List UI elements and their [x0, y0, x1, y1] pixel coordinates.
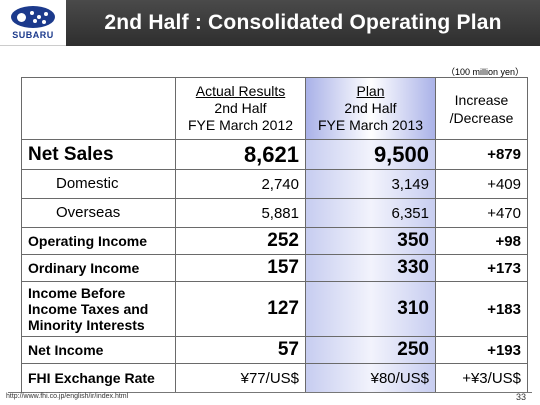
plan-column-header: Plan 2nd Half FYE March 2013 [305, 77, 436, 140]
actual-value: 127 [175, 281, 306, 337]
plan-value: 350 [305, 227, 436, 255]
corner-cell [21, 77, 176, 140]
actual-value: ¥77/US$ [175, 363, 306, 393]
title-bar: 2nd Half : Consolidated Operating Plan [66, 0, 540, 46]
plan-value: 9,500 [305, 139, 436, 170]
change-value: +173 [435, 254, 528, 282]
table-row: Overseas 5,881 6,351 +470 [21, 198, 528, 228]
row-label: Net Sales [21, 139, 176, 170]
pleiades-star-icon [11, 5, 55, 28]
row-label: FHI Exchange Rate [21, 363, 176, 393]
change-value: +409 [435, 169, 528, 199]
actual-value: 157 [175, 254, 306, 282]
change-value: +¥3/US$ [435, 363, 528, 393]
increase-column-header: Increase /Decrease [435, 77, 528, 140]
plan-value: ¥80/US$ [305, 363, 436, 393]
table-row: Net Sales 8,621 9,500 +879 [21, 139, 528, 170]
plan-value: 310 [305, 281, 436, 337]
actual-value: 2,740 [175, 169, 306, 199]
actual-value: 8,621 [175, 139, 306, 170]
subaru-logo: SUBARU [0, 0, 66, 46]
row-label: Ordinary Income [21, 254, 176, 282]
row-label: Operating Income [21, 227, 176, 255]
table-row: Operating Income 252 350 +98 [21, 227, 528, 255]
row-label: Income Before Income Taxes and Minority … [21, 281, 176, 337]
table-row: Income Before Income Taxes and Minority … [21, 281, 528, 337]
change-value: +98 [435, 227, 528, 255]
footer-url[interactable]: http://www.fhi.co.jp/english/ir/index.ht… [6, 393, 129, 400]
unit-note: （100 million yen） [445, 67, 524, 77]
header-row: Actual Results 2nd Half FYE March 2012 P… [21, 77, 528, 140]
change-value: +470 [435, 198, 528, 228]
row-label: Overseas [21, 198, 176, 228]
change-value: +879 [435, 139, 528, 170]
row-label: Net Income [21, 336, 176, 364]
table-row: FHI Exchange Rate ¥77/US$ ¥80/US$ +¥3/US… [21, 363, 528, 393]
slide-header: SUBARU 2nd Half : Consolidated Operating… [0, 0, 540, 46]
change-value: +193 [435, 336, 528, 364]
table-row: Ordinary Income 157 330 +173 [21, 254, 528, 282]
actual-value: 57 [175, 336, 306, 364]
actual-column-header: Actual Results 2nd Half FYE March 2012 [175, 77, 306, 140]
table-row: Domestic 2,740 3,149 +409 [21, 169, 528, 199]
footer-divider [8, 392, 532, 393]
plan-value: 250 [305, 336, 436, 364]
logo-wordmark: SUBARU [12, 29, 54, 40]
plan-value: 3,149 [305, 169, 436, 199]
page-number: 33 [515, 392, 526, 402]
table-row: Net Income 57 250 +193 [21, 336, 528, 364]
change-value: +183 [435, 281, 528, 337]
plan-value: 6,351 [305, 198, 436, 228]
operating-plan-table: Actual Results 2nd Half FYE March 2012 P… [21, 77, 528, 393]
page-title: 2nd Half : Consolidated Operating Plan [104, 11, 502, 34]
row-label: Domestic [21, 169, 176, 199]
actual-value: 5,881 [175, 198, 306, 228]
plan-value: 330 [305, 254, 436, 282]
actual-value: 252 [175, 227, 306, 255]
